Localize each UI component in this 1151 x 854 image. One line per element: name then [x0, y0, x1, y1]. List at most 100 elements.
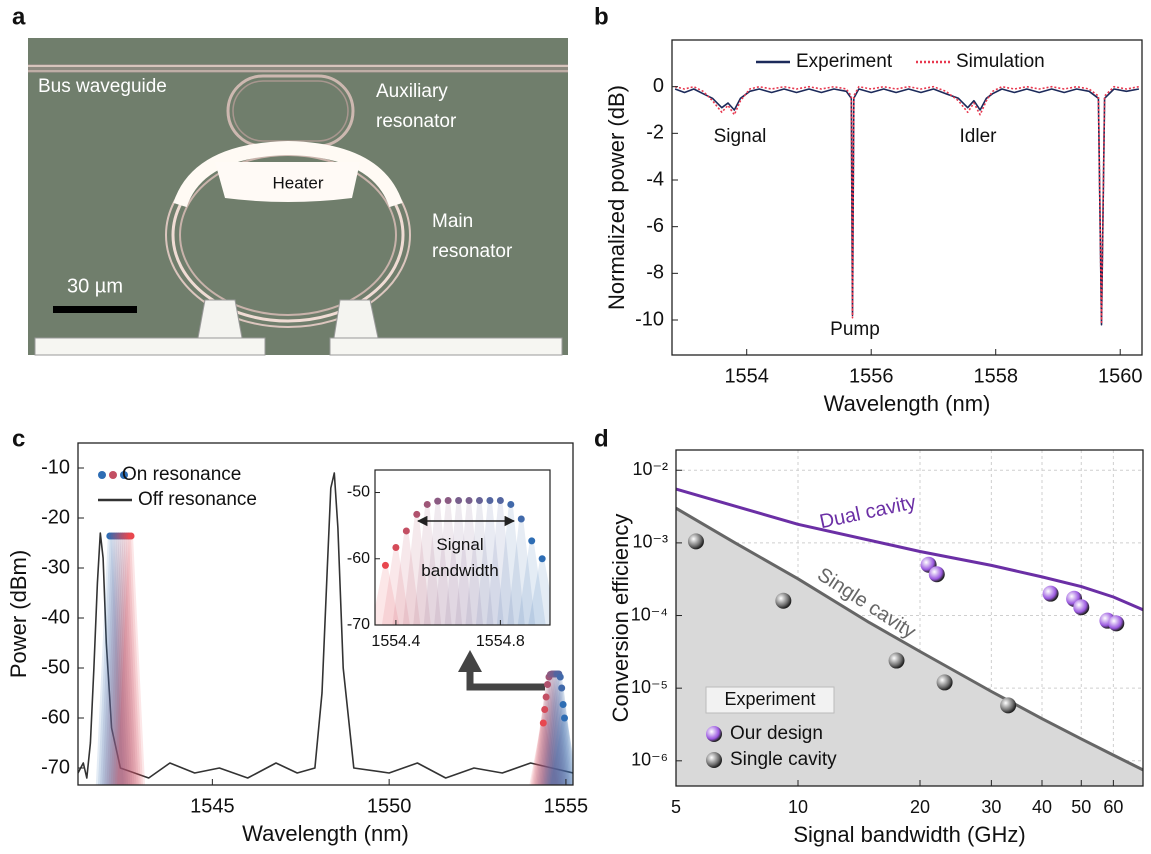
data-point [561, 714, 569, 722]
data-point [517, 515, 525, 523]
line [676, 506, 1143, 772]
x-tick-label: 1554.4 [371, 633, 420, 650]
legend-label: Off resonance [138, 489, 257, 510]
x-tick-label: 30 [981, 797, 1001, 817]
data-point [936, 674, 953, 691]
resonance-trace [529, 723, 558, 785]
legend-label: On resonance [122, 464, 241, 485]
micrograph-label: Auxiliary resonator [376, 81, 457, 132]
data-point [558, 684, 566, 692]
resonance-trace [549, 704, 573, 785]
y-tick-label: 0 [653, 75, 664, 97]
data-point [423, 500, 431, 508]
y-tick-label: -6 [646, 215, 664, 237]
data-point [539, 719, 547, 727]
panel-label: c [12, 425, 25, 452]
x-tick-label: 5 [671, 797, 681, 817]
resonance-trace [95, 536, 124, 785]
data-point [475, 496, 483, 504]
line [676, 487, 1143, 612]
data-point [1042, 585, 1059, 602]
panel-label: a [12, 3, 26, 30]
plot-area [78, 472, 573, 785]
legend-label: Simulation [956, 51, 1045, 72]
plot-frame [675, 449, 1144, 787]
annotation: Pump [830, 319, 880, 340]
x-tick-label: 60 [1103, 797, 1123, 817]
resonance-trace [106, 536, 135, 785]
x-axis-label: Wavelength (nm) [242, 821, 409, 846]
data-point [127, 532, 135, 540]
data-point [541, 706, 549, 713]
x-tick-label: 20 [910, 797, 930, 817]
resonance-trace [114, 536, 143, 785]
resonance-trace [104, 536, 133, 785]
legend-label: Experiment [796, 51, 893, 72]
y-tick-label: -60 [347, 550, 370, 567]
resonance-trace [543, 674, 572, 785]
y-tick-label: -30 [41, 556, 70, 578]
resonance-trace [537, 674, 566, 785]
data-point [455, 496, 463, 504]
resonance-trace [375, 565, 400, 625]
x-tick-label: 1560 [1098, 365, 1143, 387]
legend-marker [120, 471, 128, 479]
legend-label: Single cavity [730, 749, 837, 770]
resonance-trace [539, 674, 568, 785]
data-point [444, 496, 452, 504]
y-axis-label: Power (dBm) [6, 550, 31, 678]
data-point [888, 652, 905, 669]
resonance-trace [423, 501, 452, 625]
heater-label: Heater [272, 173, 323, 192]
legend-marker [706, 726, 722, 742]
resonance-trace [102, 536, 131, 785]
x-tick-label: 1556 [849, 365, 894, 387]
resonance-trace [97, 536, 126, 785]
micrograph-label: Bus waveguide [38, 76, 167, 97]
inset-background [375, 470, 550, 625]
resonance-trace [542, 674, 571, 785]
resonance-trace [540, 674, 569, 785]
x-tick-label: 1554.8 [476, 633, 525, 650]
data-point [556, 673, 564, 681]
data-point [1000, 697, 1017, 714]
y-tick-label: -2 [646, 122, 664, 144]
resonance-trace [547, 688, 573, 785]
data-point [381, 561, 389, 569]
x-tick-label: 10 [788, 797, 808, 817]
y-tick-label: -10 [41, 456, 70, 478]
x-axis-label: Wavelength (nm) [824, 391, 991, 416]
inset-plot [375, 496, 550, 625]
x-tick-label: 40 [1032, 797, 1052, 817]
x-tick-label: 1554 [724, 365, 769, 387]
x-tick-label: 1555 [544, 795, 589, 817]
legend-title: Experiment [724, 689, 815, 709]
legend-marker [109, 471, 117, 479]
data-point [775, 592, 792, 609]
inset-frame [374, 469, 551, 626]
resonance-trace [100, 536, 129, 785]
data-point [465, 496, 473, 504]
annotation: Idler [960, 126, 998, 147]
resonance-trace [533, 684, 562, 785]
data-point [496, 496, 504, 504]
resonance-trace [486, 500, 515, 625]
x-tick-label: 1558 [973, 365, 1018, 387]
resonance-trace [507, 519, 536, 625]
data-point [559, 701, 567, 708]
data-point [928, 566, 945, 583]
annotation: Signal [714, 126, 767, 147]
micrograph: 30 µm Heater [28, 38, 568, 691]
y-tick-label: -50 [41, 656, 70, 678]
resonance-trace [434, 500, 463, 625]
y-tick-label: -70 [347, 616, 370, 633]
y-tick-label: -8 [646, 262, 664, 284]
inset-annotation: Signal bandwidth [421, 535, 499, 580]
y-tick-label: 10⁻⁵ [631, 677, 668, 697]
resonance-trace [381, 547, 410, 625]
data-point [402, 527, 410, 535]
y-tick-label: -4 [646, 168, 664, 190]
resonance-trace [117, 536, 146, 785]
y-tick-label: 10⁻⁴ [631, 604, 668, 624]
legend-label: Our design [730, 723, 823, 744]
